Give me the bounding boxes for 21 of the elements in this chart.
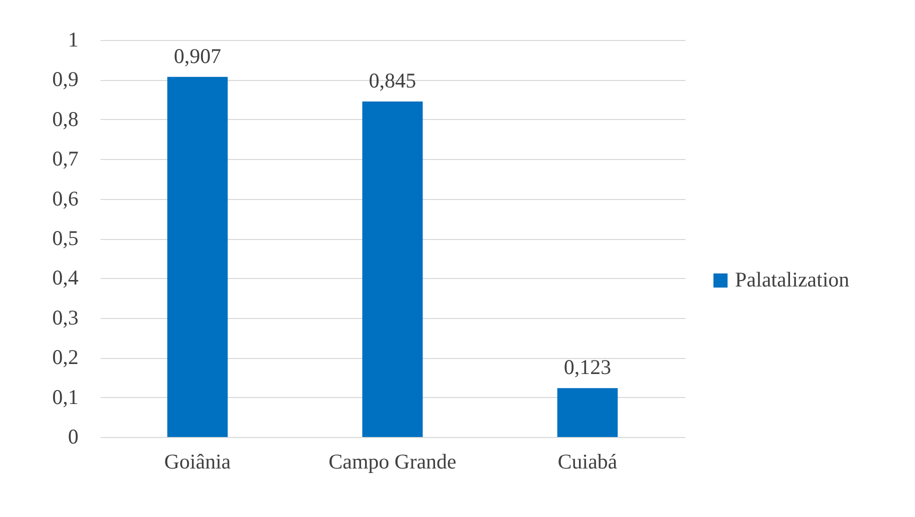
- data-label: 0,907: [174, 44, 222, 68]
- x-tick-label: Cuiabá: [558, 450, 618, 474]
- y-tick-label: 0,4: [52, 266, 79, 290]
- y-tick-label: 0,8: [52, 106, 78, 131]
- bar: [362, 102, 423, 437]
- y-tick-label: 0,5: [52, 226, 78, 250]
- y-tick-label: 0,3: [52, 305, 78, 330]
- x-tick-label: Goiânia: [164, 450, 232, 474]
- y-tick-label: 0,2: [52, 345, 78, 370]
- y-tick-label: 0,1: [52, 384, 78, 409]
- y-tick-label: 1: [68, 28, 78, 52]
- data-label: 0,845: [368, 68, 416, 93]
- y-tick-label: 0,7: [52, 146, 78, 171]
- data-label: 0,123: [564, 355, 612, 380]
- y-tick-label: 0: [68, 424, 78, 448]
- bar: [557, 388, 618, 437]
- legend-label: Palatalization: [735, 268, 850, 292]
- y-tick-label: 0,9: [52, 67, 78, 92]
- bar: [167, 76, 228, 437]
- y-tick-label: 0,6: [52, 186, 78, 210]
- x-tick-label: Campo Grande: [328, 450, 456, 474]
